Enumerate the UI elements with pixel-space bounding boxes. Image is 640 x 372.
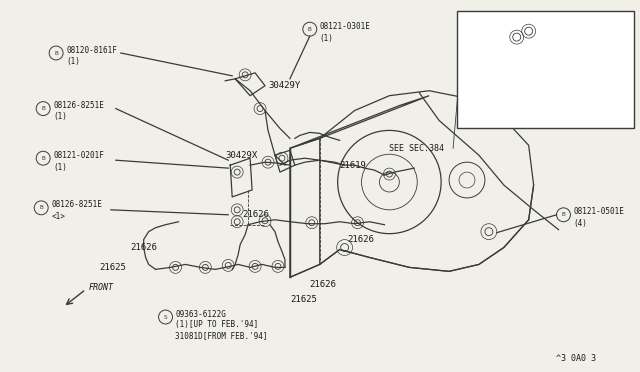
Text: B: B	[39, 205, 43, 210]
Text: 08121-0301E: 08121-0301E	[320, 22, 371, 31]
Text: 21626: 21626	[310, 280, 337, 289]
Text: 21626: 21626	[131, 243, 157, 252]
Text: 09363-6122G: 09363-6122G	[175, 310, 227, 318]
Text: 21619: 21619	[340, 161, 367, 170]
Text: (1): (1)	[53, 163, 67, 171]
Text: B: B	[42, 156, 45, 161]
Text: 08120-8161F: 08120-8161F	[66, 45, 117, 55]
Text: (1)[UP TO FEB.'94]: (1)[UP TO FEB.'94]	[175, 320, 259, 330]
Text: B: B	[562, 212, 565, 217]
Text: (1): (1)	[53, 112, 67, 121]
Text: FRONT: FRONT	[89, 283, 114, 292]
Text: (1): (1)	[66, 57, 80, 67]
Text: 08126-8251E: 08126-8251E	[53, 101, 104, 110]
Text: 21625: 21625	[99, 263, 126, 272]
Text: B: B	[308, 27, 312, 32]
Text: B: B	[54, 51, 58, 55]
Bar	[457, 11, 634, 128]
Text: 30429X: 30429X	[225, 151, 257, 160]
Text: ^3 0A0 3: ^3 0A0 3	[556, 354, 596, 363]
Text: (1): (1)	[320, 33, 333, 43]
Text: 21626: 21626	[242, 210, 269, 219]
Text: 31081D[FROM FEB.'94]: 31081D[FROM FEB.'94]	[175, 331, 268, 340]
Text: SEE SEC.384: SEE SEC.384	[389, 144, 444, 153]
Text: B: B	[42, 106, 45, 111]
Text: S: S	[164, 314, 168, 320]
Text: <1>: <1>	[51, 212, 65, 221]
Text: 30429Y: 30429Y	[268, 81, 300, 90]
Text: 21625: 21625	[290, 295, 317, 304]
Text: 21626: 21626	[348, 235, 374, 244]
Text: 08121-0201F: 08121-0201F	[53, 151, 104, 160]
Text: (4): (4)	[573, 219, 588, 228]
Text: 08121-0501E: 08121-0501E	[573, 207, 624, 216]
Text: 08126-8251E: 08126-8251E	[51, 201, 102, 209]
